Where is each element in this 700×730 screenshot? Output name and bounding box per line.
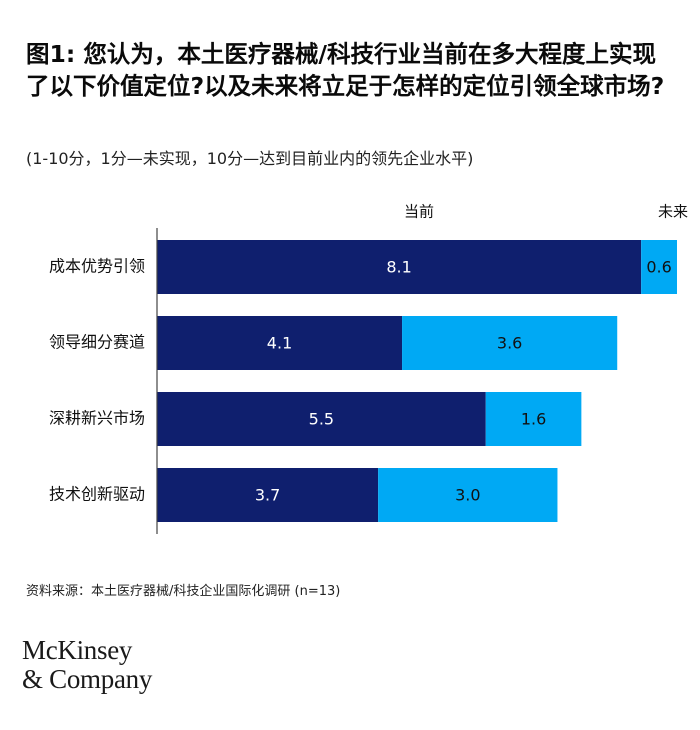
category-label: 领导细分赛道: [49, 333, 145, 352]
bar-current: [157, 392, 486, 446]
logo-line-2: & Company: [22, 664, 153, 694]
bar-future: [641, 240, 677, 294]
source-note: 资料来源：本土医疗器械/科技企业国际化调研 (n=13): [26, 584, 341, 599]
data-label-future: 0.6: [646, 258, 671, 277]
bar-future: [485, 392, 582, 446]
data-label-future: 3.0: [455, 486, 480, 505]
data-label-future: 1.6: [521, 410, 546, 429]
logo-line-1: McKinsey: [22, 635, 133, 665]
data-label-future: 3.6: [497, 334, 522, 353]
data-label-current: 4.1: [267, 334, 292, 353]
category-label: 深耕新兴市场: [49, 409, 145, 428]
data-label-current: 3.7: [255, 486, 280, 505]
mckinsey-logo: McKinsey & Company: [22, 636, 152, 694]
data-label-current: 5.5: [309, 410, 334, 429]
bar-future: [402, 316, 618, 370]
data-label-current: 8.1: [386, 258, 411, 277]
bar-current: [157, 468, 379, 522]
bar-future: [378, 468, 558, 522]
bar-current: [157, 240, 642, 294]
category-label: 技术创新驱动: [49, 485, 145, 504]
chart-subtitle: (1-10分，1分—未实现，10分—达到目前业内的领先企业水平): [26, 149, 474, 168]
chart-title: 图1: 您认为，本土医疗器械/科技行业当前在多大程度上实现了以下价值定位?以及未…: [26, 40, 665, 100]
bar-current: [157, 316, 403, 370]
category-label: 成本优势引领: [49, 257, 145, 276]
legend-future: 未来: [658, 203, 688, 221]
legend-current: 当前: [404, 203, 434, 221]
